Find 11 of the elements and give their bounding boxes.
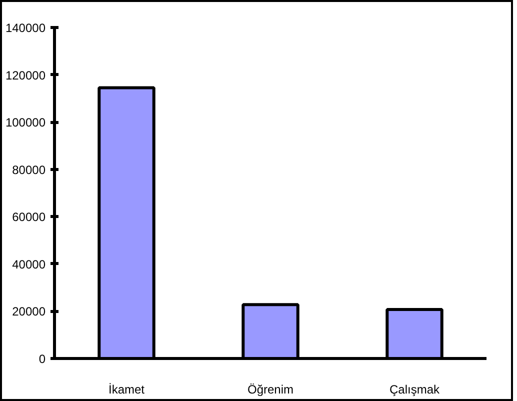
x-tick-label: Öğrenim [247, 382, 294, 396]
y-tick-label: 40000 [12, 257, 46, 272]
y-tick-label: 120000 [5, 68, 46, 82]
y-tick-label: 20000 [12, 304, 46, 319]
y-tick-label: 140000 [5, 21, 46, 35]
x-tick-label: İkamet [108, 382, 146, 396]
y-tick-label: 100000 [5, 116, 46, 130]
y-tick-label: 80000 [12, 162, 46, 177]
x-tick-label: Çalışmak [389, 382, 441, 396]
y-tick-label: 0 [38, 352, 46, 366]
y-tick-label: 60000 [12, 210, 46, 224]
